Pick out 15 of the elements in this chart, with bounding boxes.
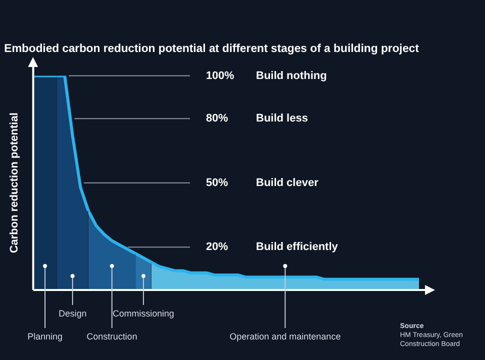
annotation: Build efficiently xyxy=(256,241,339,254)
ref-line-label: 50% xyxy=(206,176,228,189)
ref-line-label: 20% xyxy=(206,241,228,254)
text: Operation and maintenance xyxy=(230,331,341,342)
annotation: Build nothing xyxy=(256,70,327,82)
text: Planning xyxy=(27,331,63,342)
ref-line-label: 100% xyxy=(206,70,234,82)
annotation: Build clever xyxy=(256,176,320,189)
chart-title: Embodied carbon reduction potential at different stages of a building project xyxy=(4,43,420,56)
text: Commissioning xyxy=(112,308,174,318)
ref-line-label: 80% xyxy=(206,112,228,125)
y-axis-title: Carbon reduction potential xyxy=(8,112,21,254)
text: Construction xyxy=(86,331,138,342)
text: Design xyxy=(58,308,87,318)
annotation: Build less xyxy=(256,112,308,125)
